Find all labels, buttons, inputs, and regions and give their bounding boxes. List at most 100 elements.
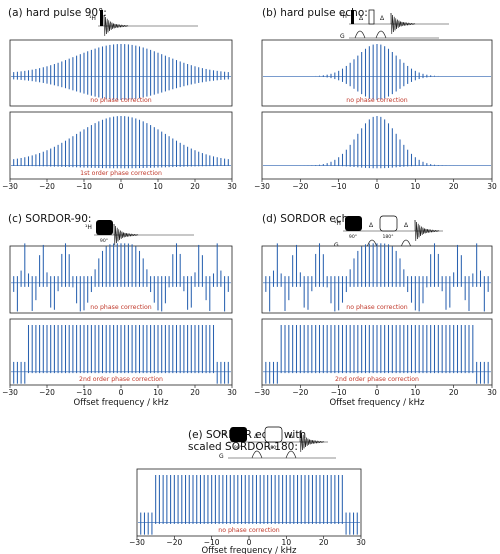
x-tick-label: −30: [129, 538, 145, 547]
pulse-angle-label: 180°: [267, 445, 278, 451]
delay-label: Δ: [289, 433, 294, 440]
panel-b: (b) hard pulse echo:¹H Δ Δ Gno phase correc…: [254, 7, 497, 191]
panel-title: (c) SORDOR-90:: [8, 213, 91, 225]
x-tick-label: −30: [254, 182, 270, 191]
x-tick-label: 20: [190, 388, 200, 397]
x-tick-label: 20: [449, 388, 459, 397]
fid-trace: [414, 219, 440, 241]
panel-title: (a) hard pulse 90°:: [8, 7, 107, 19]
x-tick-label: 20: [449, 182, 459, 191]
nucleus-label: ¹H: [334, 220, 341, 227]
delay-label: Δ: [380, 15, 385, 22]
nucleus-label: ¹H: [85, 224, 92, 231]
pulse-angle-label: 90°: [349, 234, 357, 240]
sordor-90-pulse: [96, 220, 113, 235]
sordor-90-pulse: [345, 216, 362, 231]
delay-label: Δ: [359, 15, 364, 22]
x-axis-label: Offset frequency / kHz: [202, 546, 297, 554]
fid-trace: [299, 430, 325, 452]
x-tick-label: −10: [76, 182, 92, 191]
x-tick-label: 30: [227, 388, 237, 397]
subplot-1: no phase correction: [9, 243, 233, 314]
nucleus-label: ¹H: [89, 15, 96, 22]
subplot-2: 2nd order phase correction: [9, 318, 233, 386]
gradient-label: G: [219, 453, 224, 460]
x-tick-label: −20: [39, 388, 55, 397]
x-tick-label: 0: [119, 182, 124, 191]
delay-label: Δ: [404, 222, 409, 229]
x-tick-label: 30: [487, 388, 497, 397]
fid-trace: [390, 12, 416, 34]
x-tick-label: −30: [2, 388, 18, 397]
phase-annotation: 1st order phase correction: [80, 170, 162, 177]
panel-title: (b) hard pulse echo:: [262, 7, 368, 19]
subplot-1: no phase correction: [9, 39, 233, 107]
pulse-angle-label: 90°: [100, 238, 108, 244]
phase-annotation: 2nd order phase correction: [79, 376, 163, 383]
phase-annotation: 2nd order phase correction: [335, 376, 419, 383]
x-tick-label: 10: [411, 182, 421, 191]
x-tick-label: −20: [39, 182, 55, 191]
x-tick-label: 30: [227, 182, 237, 191]
subplot-2: 1st order phase correction: [9, 111, 233, 180]
x-tick-label: −10: [76, 388, 92, 397]
fid-trace: [113, 223, 139, 245]
sordor-180-pulse: [264, 426, 283, 443]
x-tick-label: −30: [2, 182, 18, 191]
delay-label: Δ: [254, 433, 259, 440]
x-tick-label: 10: [411, 388, 421, 397]
gradient-pulses: [354, 30, 387, 39]
sordor-90-pulse: [230, 427, 247, 442]
hard-pulse-90: [100, 10, 103, 26]
fid-trace: [103, 14, 129, 36]
subplot-1: no phase correction: [261, 39, 493, 107]
hard-pulse-90: [351, 10, 354, 24]
phase-annotation: no phase correction: [90, 97, 151, 104]
gradient-label: G: [340, 33, 345, 40]
gradient-pulses: [366, 239, 412, 248]
x-tick-label: 0: [119, 388, 124, 397]
x-tick-label: −30: [254, 388, 270, 397]
x-tick-label: 10: [153, 182, 163, 191]
hard-pulse-180: [368, 9, 375, 25]
phase-annotation: no phase correction: [346, 97, 407, 104]
x-tick-label: −10: [331, 182, 347, 191]
x-tick-label: −20: [166, 538, 182, 547]
panel-c: (c) SORDOR-90:¹H 90° no phase correction 2n…: [2, 213, 237, 408]
pulse-angle-label: 180°: [382, 234, 393, 240]
phase-annotation: no phase correction: [218, 527, 279, 534]
subplot-2: 2nd order phase correction: [261, 318, 493, 386]
x-tick-label: 0: [375, 182, 380, 191]
gradient-pulses: [251, 450, 297, 459]
subplot-1: no phase correction: [136, 468, 362, 537]
delay-label: Δ: [369, 222, 374, 229]
phase-annotation: no phase correction: [90, 304, 151, 311]
x-tick-label: 10: [282, 538, 292, 547]
x-tick-label: 30: [487, 182, 497, 191]
panel-title: (d) SORDOR echo:: [262, 213, 358, 225]
x-tick-label: 10: [153, 388, 163, 397]
subplot-2: [261, 111, 493, 180]
nucleus-label: ¹H: [340, 13, 347, 20]
sordor-180-pulse: [379, 215, 398, 232]
panel-a: (a) hard pulse 90°:¹H no phase correction…: [2, 7, 237, 191]
pulse-angle-label: 90°: [234, 445, 242, 451]
x-tick-label: −10: [331, 388, 347, 397]
panel-d: (d) SORDOR echo:¹H 90° Δ 180° Δ Gno phase cor…: [254, 213, 497, 408]
x-tick-label: −20: [292, 182, 308, 191]
x-tick-label: 20: [319, 538, 329, 547]
x-tick-label: −20: [292, 388, 308, 397]
panel-title: scaled SORDOR-180:: [188, 441, 298, 453]
x-tick-label: 30: [356, 538, 366, 547]
x-tick-label: 0: [247, 538, 252, 547]
nucleus-label: ¹H: [219, 431, 226, 438]
x-tick-label: −10: [204, 538, 220, 547]
subplot-1: no phase correction: [261, 243, 493, 314]
gradient-label: G: [334, 242, 339, 249]
x-axis-label: Offset frequency / kHz: [74, 398, 169, 408]
x-tick-label: 20: [190, 182, 200, 191]
x-axis-label: Offset frequency / kHz: [330, 398, 425, 408]
x-tick-label: 0: [375, 388, 380, 397]
